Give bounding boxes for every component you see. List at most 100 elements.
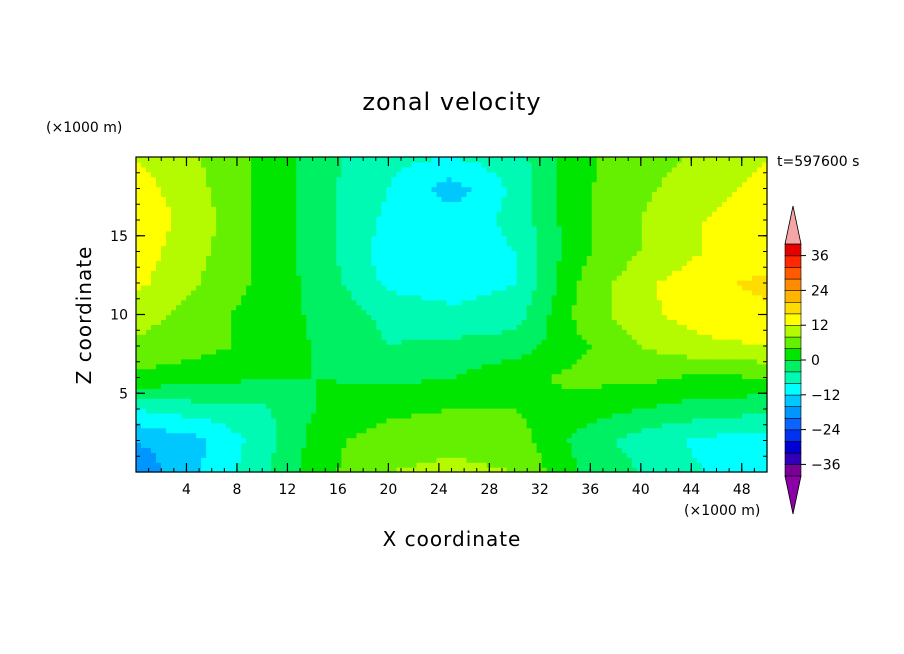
field-cell xyxy=(636,363,643,370)
field-cell xyxy=(546,280,553,286)
field-cell xyxy=(231,294,237,301)
field-cell xyxy=(416,299,423,306)
field-cell xyxy=(496,378,503,384)
field-cell xyxy=(296,393,302,399)
field-cell xyxy=(671,432,678,439)
field-cell xyxy=(326,334,332,340)
field-cell xyxy=(601,373,608,380)
field-cell xyxy=(486,457,493,463)
field-cell xyxy=(631,324,638,330)
field-cell xyxy=(351,344,357,350)
field-cell xyxy=(366,462,372,468)
field-cell xyxy=(556,280,563,286)
field-cell xyxy=(466,363,473,370)
field-cell xyxy=(171,294,177,301)
field-cell xyxy=(711,334,718,340)
field-cell xyxy=(731,299,738,306)
field-cell xyxy=(261,417,267,424)
field-cell xyxy=(606,412,613,419)
field-cell xyxy=(301,383,307,389)
field-cell xyxy=(281,275,287,281)
field-cell xyxy=(386,417,393,424)
field-cell xyxy=(266,304,272,311)
field-cell xyxy=(316,299,322,306)
field-cell xyxy=(641,467,648,473)
field-cell xyxy=(716,467,723,473)
field-cell xyxy=(331,348,337,355)
field-cell xyxy=(276,417,282,424)
field-cell xyxy=(371,427,377,434)
field-cell xyxy=(281,437,287,444)
field-cell xyxy=(191,324,197,330)
field-cell xyxy=(626,344,633,350)
field-cell xyxy=(461,378,468,384)
field-cell xyxy=(256,403,262,409)
field-cell xyxy=(286,348,292,355)
field-cell xyxy=(596,309,603,316)
field-cell xyxy=(581,417,588,424)
field-cell xyxy=(681,339,688,345)
field-cell xyxy=(636,314,643,321)
field-cell xyxy=(421,284,428,291)
field-cell xyxy=(586,422,593,429)
field-cell xyxy=(721,422,728,429)
field-cell xyxy=(681,284,688,291)
field-cell xyxy=(576,442,583,448)
field-cell xyxy=(301,408,307,414)
field-cell xyxy=(251,344,257,350)
field-cell xyxy=(381,275,387,281)
field-cell xyxy=(696,339,703,345)
field-cell xyxy=(411,422,418,429)
field-cell xyxy=(531,314,538,321)
field-cell xyxy=(311,403,317,409)
field-cell xyxy=(401,358,408,365)
field-cell xyxy=(761,412,768,419)
field-cell xyxy=(496,393,503,399)
field-cell xyxy=(266,412,272,419)
field-cell xyxy=(271,393,277,399)
field-cell xyxy=(546,294,553,301)
field-cell xyxy=(596,417,603,424)
field-cell xyxy=(586,353,593,360)
field-cell xyxy=(556,417,563,424)
field-cell xyxy=(431,289,438,296)
field-cell xyxy=(756,427,763,434)
field-cell xyxy=(186,437,192,444)
field-cell xyxy=(376,304,382,311)
field-cell xyxy=(201,368,207,375)
field-cell xyxy=(181,388,187,394)
field-cell xyxy=(226,339,232,345)
field-cell xyxy=(631,408,638,414)
field-cell xyxy=(716,348,723,355)
field-cell xyxy=(406,457,413,463)
field-cell xyxy=(391,393,398,399)
field-cell xyxy=(541,417,548,424)
field-cell xyxy=(401,442,408,448)
field-cell xyxy=(591,427,598,434)
field-cell xyxy=(336,358,342,365)
field-cell xyxy=(186,368,192,375)
field-cell xyxy=(371,275,377,281)
field-cell xyxy=(501,412,508,419)
field-cell xyxy=(366,363,372,370)
field-cell xyxy=(516,309,523,316)
field-cell xyxy=(536,363,543,370)
field-cell xyxy=(516,393,523,399)
field-cell xyxy=(596,314,603,321)
field-cell xyxy=(351,442,357,448)
field-cell xyxy=(631,432,638,439)
field-cell xyxy=(746,309,753,316)
field-cell xyxy=(621,398,628,404)
field-cell xyxy=(301,442,307,448)
field-cell xyxy=(416,462,423,468)
field-cell xyxy=(246,314,252,321)
field-cell xyxy=(296,275,302,281)
field-cell xyxy=(501,462,508,468)
field-cell xyxy=(156,432,162,439)
field-cell xyxy=(466,348,473,355)
field-cell xyxy=(546,353,553,360)
field-cell xyxy=(526,358,533,365)
field-cell xyxy=(471,275,478,281)
field-cell xyxy=(376,280,382,286)
field-cell xyxy=(751,324,758,330)
